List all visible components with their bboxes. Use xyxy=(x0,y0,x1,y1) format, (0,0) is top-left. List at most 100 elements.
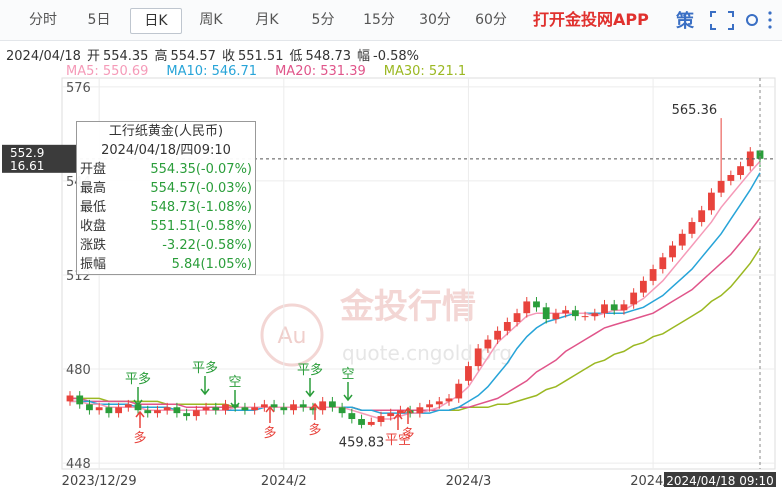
open-app-link[interactable]: 打开金投网APP xyxy=(533,10,649,29)
legend-value: 521.1 xyxy=(428,64,467,79)
candle-body xyxy=(348,413,356,420)
candle-body xyxy=(222,404,229,411)
candle-body xyxy=(678,233,686,246)
candle-body xyxy=(465,366,472,381)
low-label: 459.83 xyxy=(339,435,385,450)
signal-arrowhead xyxy=(133,399,143,407)
period-tab[interactable]: 日K xyxy=(130,8,182,34)
period-tab[interactable]: 月K xyxy=(255,12,279,28)
candle-body xyxy=(173,407,181,414)
candle-body xyxy=(192,410,200,417)
candle-body xyxy=(630,292,638,305)
candle-body xyxy=(601,304,608,314)
period-tab[interactable]: 60分 xyxy=(475,12,507,28)
tooltip-row: 收盘 551.51(-0.58%) xyxy=(77,217,255,236)
period-tab[interactable]: 分时 xyxy=(29,12,57,28)
watermark-name: 金投行情 xyxy=(339,287,476,327)
legend-value: 531.39 xyxy=(320,64,366,79)
tooltip-label: 开盘 xyxy=(80,162,107,177)
candle-body xyxy=(533,301,540,308)
info-value: -0.58% xyxy=(373,49,420,64)
info-value: 551.51 xyxy=(237,49,284,64)
tooltip-label: 最高 xyxy=(80,181,107,196)
legend-item: MA30521.1 xyxy=(384,64,466,79)
tooltip-row: 开盘 554.35(-0.07%) xyxy=(77,160,255,179)
signal-arrowhead xyxy=(265,405,275,413)
signal-label: 多 xyxy=(308,422,321,438)
signal-arrowhead xyxy=(230,402,240,410)
candle-body xyxy=(241,407,249,411)
period-tab[interactable]: 15分 xyxy=(363,12,395,28)
candle-body xyxy=(163,407,171,411)
candle-body xyxy=(513,313,521,323)
tooltip-row: 最高 554.57(-0.03%) xyxy=(77,179,255,198)
info-label: 低 xyxy=(289,49,303,64)
candle-body xyxy=(183,413,191,417)
ohlc-summary: 2024/04/18 开 554.35 高 554.57 收 551.51 低 548.73 幅 -… xyxy=(6,45,425,64)
candle-body xyxy=(251,407,259,411)
signal-arrowhead xyxy=(403,406,413,414)
candle-body xyxy=(105,407,113,414)
tooltip-value: 548.73(-1.08%) xyxy=(150,200,252,215)
candle-body xyxy=(358,419,365,425)
high-label: 565.36 xyxy=(672,103,718,118)
candle-body xyxy=(328,401,336,408)
candle-body xyxy=(76,395,84,405)
price-tag: 552.9 xyxy=(10,146,44,160)
candle-body xyxy=(746,151,754,167)
candle-body xyxy=(620,304,628,311)
candle-body xyxy=(581,316,589,318)
info-label: 高 xyxy=(154,49,168,64)
tooltip-row: 涨跌 -3.22(-0.58%) xyxy=(77,236,255,255)
tooltip-value: 5.84(1.05%) xyxy=(171,257,252,272)
candle-body xyxy=(503,322,511,331)
tooltip-value: 554.35(-0.07%) xyxy=(150,162,252,177)
legend-value: 546.71 xyxy=(211,64,258,79)
candle-body xyxy=(562,310,570,314)
period-tab[interactable]: 30分 xyxy=(419,12,451,28)
legend-name: MA30 xyxy=(384,64,429,79)
candle-body xyxy=(659,257,667,270)
info-label: 幅 xyxy=(357,49,371,64)
candle-body xyxy=(319,401,327,411)
info-value: 554.57 xyxy=(170,49,216,64)
y-tick-label: 576 xyxy=(66,81,91,96)
candle-body xyxy=(397,410,404,414)
x-tick-label: 2024/3 xyxy=(446,474,492,487)
signal-arrowhead xyxy=(343,394,353,402)
candle-body xyxy=(669,245,676,258)
signal-label: 多 xyxy=(133,430,146,446)
period-tab[interactable]: 周K xyxy=(199,12,223,28)
candle-body xyxy=(260,404,268,408)
candle-body xyxy=(95,407,103,411)
signal-label: 空 xyxy=(341,367,354,382)
candle-body xyxy=(134,404,142,411)
signal-arrowhead xyxy=(310,402,320,410)
tooltip-title: 工行纸黄金(人民币) xyxy=(108,124,224,139)
tooltip-label: 最低 xyxy=(80,200,107,215)
period-tabs: 分时 5日 日K 周K 月K 5分 15分 30分 60分 xyxy=(0,0,782,41)
candle-body xyxy=(387,413,395,417)
candle-body xyxy=(591,313,599,317)
candle-body xyxy=(484,339,492,349)
candle-body xyxy=(494,330,502,340)
tooltip-value: 554.57(-0.03%) xyxy=(150,181,252,196)
signal-arrowhead xyxy=(200,388,210,396)
signal-label: 平多 xyxy=(297,362,323,378)
period-tab[interactable]: 5日 xyxy=(87,12,111,28)
candle-body xyxy=(445,398,453,402)
candle-body xyxy=(299,404,307,408)
tooltip-label: 收盘 xyxy=(80,219,107,234)
signal-label: 平多 xyxy=(192,360,218,376)
legend-item: MA20531.39 xyxy=(275,64,366,79)
y-tick-label: 480 xyxy=(66,363,91,378)
app-icon[interactable]: 策 xyxy=(676,11,694,32)
plot-frame xyxy=(61,77,776,470)
signal-arrowhead xyxy=(135,410,145,418)
period-tab[interactable]: 5分 xyxy=(311,12,335,28)
tooltip-value: -3.22(-0.58%) xyxy=(162,238,252,253)
candle-body xyxy=(144,410,152,414)
candle-body xyxy=(377,416,385,422)
candle-body xyxy=(202,407,210,411)
info-value: 548.73 xyxy=(305,49,352,64)
